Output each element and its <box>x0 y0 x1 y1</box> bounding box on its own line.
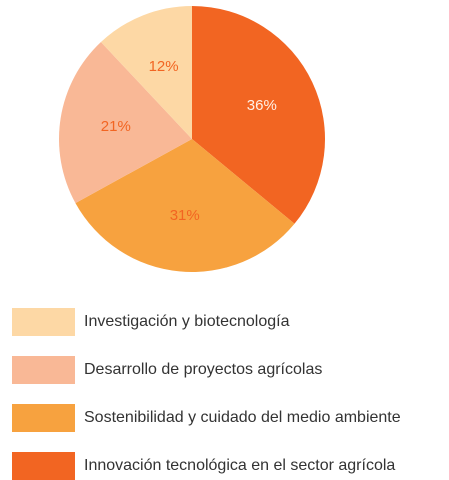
pie-slice <box>100 6 192 139</box>
legend-swatch <box>12 308 75 336</box>
legend-swatch <box>12 452 75 480</box>
legend-label: Innovación tecnológica en el sector agrí… <box>84 457 395 474</box>
legend-swatch <box>12 356 75 384</box>
legend-label: Sostenibilidad y cuidado del medio ambie… <box>84 409 401 426</box>
pie-slice <box>58 42 192 204</box>
value-label: 21% <box>101 118 131 135</box>
legend-label: Desarrollo de proyectos agrícolas <box>84 361 322 378</box>
pie-slice <box>75 139 295 273</box>
legend-label: Investigación y biotecnología <box>84 313 290 330</box>
value-label: 36% <box>247 97 277 114</box>
value-label: 12% <box>149 58 179 75</box>
value-label: 31% <box>170 207 200 224</box>
pie-slice <box>192 6 326 224</box>
legend-swatch <box>12 404 75 432</box>
